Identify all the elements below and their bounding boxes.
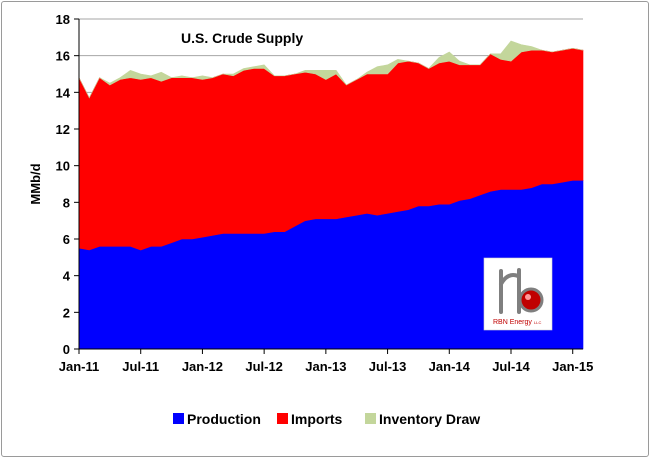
logo-text: RBN Energy [493,319,532,326]
x-tick-label: Jan-15 [552,359,593,374]
x-tick-label: Jul-14 [492,359,530,374]
logo-ball-icon [518,287,544,313]
legend-swatch-production [173,413,184,424]
x-tick-label: Jan-13 [305,359,346,374]
legend-label-inventory-draw: Inventory Draw [379,411,480,427]
chart-title: U.S. Crude Supply [181,30,303,46]
x-tick-labels: Jan-11 Jul-11 Jan-12 Jul-12 Jan-13 Jul-13 Jan-… [59,349,593,374]
legend-label-imports: Imports [291,411,343,427]
y-tick-label: 2 [63,305,70,320]
y-tick-label: 10 [56,159,70,174]
legend-swatch-inventory-draw [365,413,376,424]
x-tick-label: Jul-12 [245,359,283,374]
x-tick-label: Jan-14 [429,359,471,374]
x-tick-label: Jan-11 [59,359,99,374]
legend-label-production: Production [187,411,261,427]
logo-ball-highlight [525,294,531,300]
y-tick-labels: 0 2 4 6 8 10 12 14 16 18 [56,12,79,357]
y-tick-label: 18 [56,12,70,27]
legend: Production Imports Inventory Draw [173,411,480,427]
legend-swatch-imports [277,413,288,424]
y-tick-label: 4 [63,269,71,284]
x-tick-label: Jan-12 [182,359,223,374]
y-tick-label: 8 [63,195,70,210]
y-tick-label: 6 [63,232,70,247]
stacked-areas [78,40,584,350]
y-tick-label: 14 [56,85,71,100]
y-tick-label: 12 [56,122,70,137]
logo-r-glyph [499,269,520,314]
y-tick-label: 0 [63,342,70,357]
logo-suffix: LLC [534,320,541,325]
y-axis-label: MMb/d [28,163,43,204]
x-tick-label: Jul-11 [122,359,159,374]
x-tick-label: Jul-13 [369,359,407,374]
rbn-logo: RBN Energy LLC [483,257,553,331]
y-tick-label: 16 [56,49,70,64]
axes [78,19,583,350]
